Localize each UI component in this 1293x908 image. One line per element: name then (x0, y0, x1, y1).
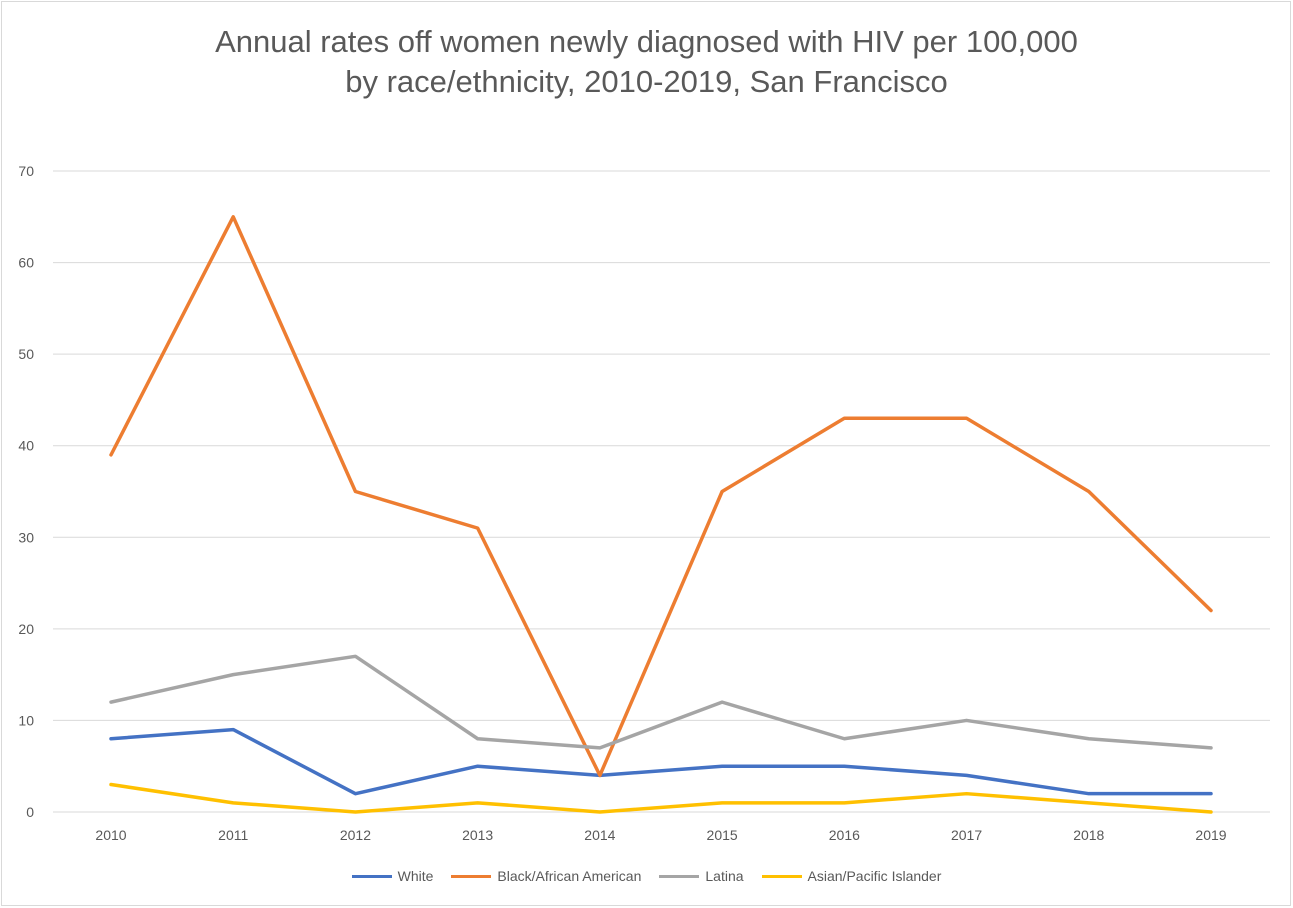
y-tick-label: 50 (18, 346, 34, 362)
y-tick-label: 0 (26, 804, 34, 820)
legend-label: Latina (705, 868, 744, 884)
legend-swatch (659, 874, 700, 878)
legend-label: Black/African American (497, 868, 642, 884)
y-tick-label: 70 (18, 163, 34, 179)
x-tick-label: 2010 (95, 827, 126, 843)
x-tick-label: 2014 (584, 827, 615, 843)
x-tick-label: 2013 (462, 827, 493, 843)
y-tick-label: 20 (18, 621, 34, 637)
chart-title-line-1: Annual rates off women newly diagnosed w… (215, 24, 1078, 59)
legend: White Black/African American Latina Asian/P… (0, 868, 1293, 884)
legend-item: White (351, 868, 434, 884)
x-tick-label: 2017 (951, 827, 982, 843)
chart-title: Annual rates off women newly diagnosed w… (0, 22, 1293, 102)
legend-swatch (451, 874, 492, 878)
y-tick-label: 10 (18, 712, 34, 728)
series-line-black-african-american (109, 215, 1213, 778)
legend-item: Latina (659, 868, 744, 884)
x-tick-label: 2015 (707, 827, 738, 843)
chart-title-line-2: by race/ethnicity, 2010-2019, San Franci… (345, 64, 948, 99)
x-tick-label: 2019 (1195, 827, 1226, 843)
legend-item: Black/African American (451, 868, 641, 884)
legend-label: White (397, 868, 434, 884)
series-line-white (109, 727, 1213, 796)
x-tick-label: 2011 (218, 827, 248, 843)
series-line-asian-pacific-islander (109, 782, 1213, 814)
y-tick-label: 30 (18, 529, 34, 545)
legend-swatch (351, 874, 392, 878)
legend-swatch (761, 874, 802, 878)
x-tick-label: 2016 (829, 827, 860, 843)
y-tick-label: 40 (18, 438, 34, 454)
y-tick-label: 60 (18, 255, 34, 271)
x-tick-label: 2012 (340, 827, 371, 843)
legend-label: Asian/Pacific Islander (807, 868, 942, 884)
series-line-latina (109, 654, 1213, 750)
legend-item: Asian/Pacific Islander (761, 868, 942, 884)
x-tick-label: 2018 (1073, 827, 1104, 843)
